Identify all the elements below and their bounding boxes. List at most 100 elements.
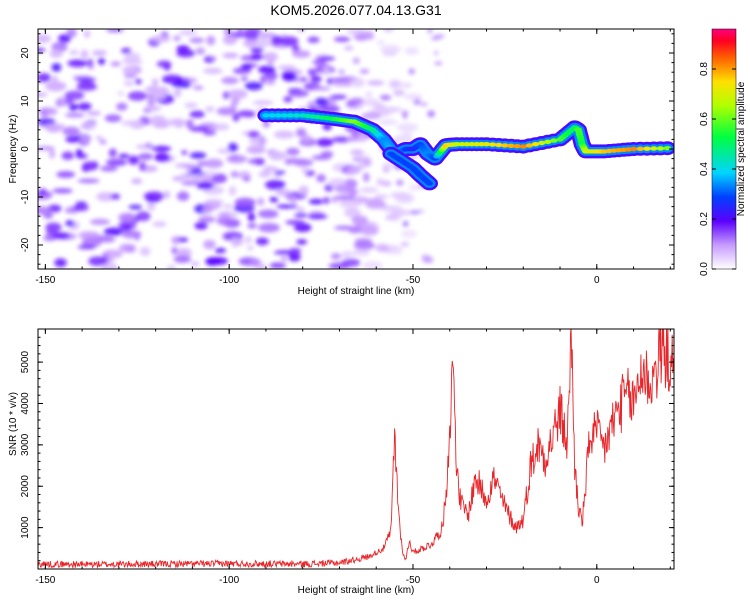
spectrogram-signal bbox=[257, 108, 674, 191]
noise-blob bbox=[176, 247, 192, 258]
noise-blob bbox=[400, 242, 410, 247]
noise-blob bbox=[189, 126, 210, 132]
noise-blob bbox=[195, 47, 206, 55]
noise-blob bbox=[69, 50, 79, 55]
noise-blob bbox=[58, 34, 71, 44]
noise-blob bbox=[346, 136, 362, 142]
noise-blob bbox=[143, 191, 165, 202]
noise-blob bbox=[202, 130, 217, 136]
colorbar-tick-label: 0.6 bbox=[699, 112, 710, 126]
y-tick-label: 4000 bbox=[20, 392, 31, 415]
noise-blob bbox=[396, 123, 419, 132]
noise-blob bbox=[45, 228, 59, 236]
noise-blob bbox=[275, 188, 291, 197]
noise-blob bbox=[284, 158, 294, 165]
noise-blob bbox=[203, 239, 216, 250]
noise-blob bbox=[269, 262, 286, 269]
signal-trace-point bbox=[501, 143, 509, 148]
noise-blob bbox=[128, 155, 140, 165]
noise-blob bbox=[80, 121, 97, 130]
noise-blob bbox=[282, 73, 298, 82]
noise-blob bbox=[379, 106, 397, 114]
noise-blob bbox=[393, 89, 405, 97]
noise-blob bbox=[83, 30, 91, 38]
noise-blob bbox=[367, 110, 382, 116]
noise-blob bbox=[395, 246, 402, 256]
y-tick-label: 5000 bbox=[20, 351, 31, 374]
noise-blob bbox=[138, 153, 154, 161]
noise-blob bbox=[264, 80, 276, 85]
noise-blob bbox=[301, 134, 312, 143]
noise-blob bbox=[51, 75, 58, 84]
noise-blob bbox=[65, 220, 75, 227]
snr-series bbox=[38, 329, 674, 569]
y-tick-label: 20 bbox=[20, 47, 31, 59]
noise-blob bbox=[274, 170, 286, 175]
noise-blob bbox=[131, 178, 143, 184]
noise-blob bbox=[294, 223, 312, 233]
x-tick-label: -50 bbox=[406, 275, 421, 286]
noise-blob bbox=[299, 77, 308, 82]
colorbar-tick-label: 0.8 bbox=[699, 62, 710, 76]
noise-blob bbox=[181, 180, 201, 186]
noise-blob bbox=[139, 246, 151, 257]
noise-blob bbox=[87, 58, 94, 67]
noise-blob bbox=[330, 253, 342, 260]
signal-trace-point bbox=[531, 142, 540, 147]
noise-blob bbox=[353, 34, 375, 40]
noise-blob bbox=[127, 91, 147, 101]
noise-blob bbox=[68, 103, 78, 112]
noise-blob bbox=[301, 167, 310, 173]
noise-blob bbox=[345, 168, 355, 175]
spectrogram-xlabel: Height of straight line (km) bbox=[298, 286, 415, 297]
noise-blob bbox=[404, 93, 423, 101]
signal-trace-point bbox=[274, 113, 282, 118]
noise-blob bbox=[344, 207, 361, 218]
colorbar-tick-label: 0.0 bbox=[699, 262, 710, 276]
noise-blob bbox=[359, 68, 370, 74]
noise-blob bbox=[379, 94, 392, 101]
noise-blob bbox=[86, 110, 102, 116]
signal-trace-point bbox=[280, 113, 288, 118]
noise-blob bbox=[38, 34, 51, 44]
noise-blob bbox=[220, 212, 230, 219]
noise-blob bbox=[234, 197, 256, 208]
noise-blob bbox=[310, 75, 322, 83]
noise-blob bbox=[78, 231, 100, 240]
noise-blob bbox=[376, 178, 385, 186]
snr-frame bbox=[37, 328, 675, 570]
noise-blob bbox=[222, 52, 239, 59]
noise-blob bbox=[231, 31, 248, 37]
noise-blob bbox=[192, 85, 204, 91]
signal-trace-point bbox=[482, 142, 491, 147]
noise-blob bbox=[362, 100, 381, 106]
noise-blob bbox=[151, 78, 159, 87]
noise-blob bbox=[82, 161, 99, 171]
noise-blob bbox=[341, 251, 360, 257]
x-tick-label: -50 bbox=[406, 575, 421, 586]
noise-blob bbox=[181, 150, 188, 156]
noise-blob bbox=[314, 97, 329, 107]
noise-blob bbox=[258, 65, 276, 74]
signal-trace-point bbox=[268, 113, 276, 118]
noise-blob bbox=[408, 184, 420, 191]
snr-background bbox=[38, 329, 674, 569]
noise-blob bbox=[294, 212, 308, 218]
noise-blob bbox=[227, 89, 248, 99]
noise-blob bbox=[176, 49, 196, 58]
noise-blob bbox=[104, 114, 122, 123]
noise-blob bbox=[197, 160, 208, 167]
noise-blob bbox=[176, 191, 190, 202]
noise-blob bbox=[244, 29, 262, 35]
noise-blob bbox=[44, 123, 66, 131]
noise-blob bbox=[64, 112, 85, 118]
noise-blob bbox=[166, 265, 176, 269]
noise-blob bbox=[252, 100, 274, 105]
signal-trace-point bbox=[643, 146, 651, 151]
noise-blob bbox=[408, 68, 415, 75]
noise-blob bbox=[421, 254, 431, 259]
noise-blob bbox=[122, 230, 142, 239]
noise-blob bbox=[96, 192, 116, 202]
noise-blob bbox=[250, 47, 264, 53]
